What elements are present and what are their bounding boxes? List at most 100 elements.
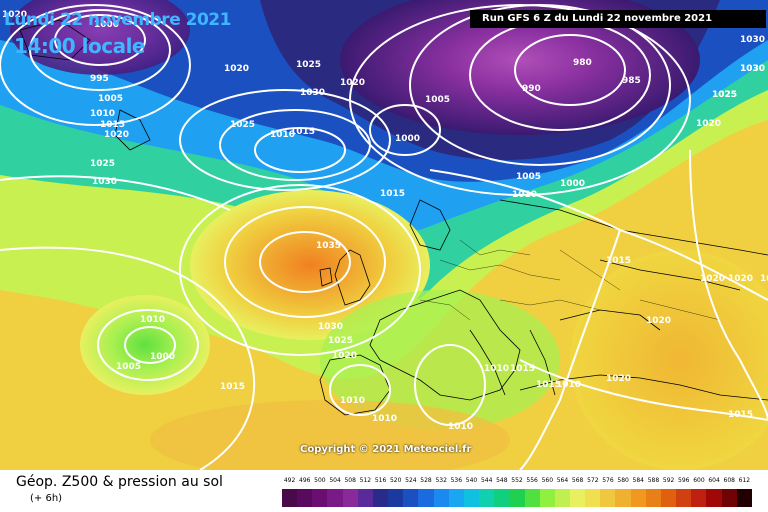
isobar-label: 1030: [740, 64, 765, 74]
scale-swatch: [706, 489, 722, 507]
isobar-labels: 1020100099510051010101510201025103010201…: [2, 10, 768, 432]
isobar-label: 1020: [104, 130, 129, 140]
scale-swatch: [372, 489, 389, 507]
isobar-label: 1025: [296, 60, 321, 70]
isobar-label: 1015: [536, 380, 561, 390]
run-info-label: Run GFS 6 Z du Lundi 22 novembre 2021: [470, 10, 766, 28]
scale-label: 556: [526, 477, 538, 484]
isobar-label: 1010: [90, 109, 115, 119]
isobar-label: 1015: [220, 382, 245, 392]
scale-label: 516: [374, 477, 387, 484]
scale-label: 588: [647, 477, 660, 484]
scale-label: 604: [708, 477, 720, 484]
scale-swatch: [357, 489, 373, 507]
scale-label: 568: [571, 477, 584, 484]
scale-label: 532: [435, 477, 447, 484]
scale-label: 508: [344, 477, 356, 484]
scale-label: 612: [738, 477, 751, 484]
isobar-label: 1010: [340, 396, 365, 406]
isobar-label: 1005: [516, 172, 541, 182]
scale-label: 596: [678, 477, 690, 484]
isobar-label: 1030: [300, 88, 325, 98]
scale-label: 520: [389, 477, 402, 484]
isobar-label: 1010: [372, 414, 397, 424]
scale-label: 540: [465, 477, 478, 484]
copyright-text: Copyright © 2021 Meteociel.fr: [300, 444, 472, 455]
scale-label: 576: [602, 477, 614, 484]
isobar-label: 1025: [230, 120, 255, 130]
isobar-label: 1015: [510, 364, 535, 374]
isobar-label: 1020: [224, 64, 249, 74]
isobar-label: 1030: [318, 322, 343, 332]
isobar-label: 1020: [2, 10, 27, 20]
isobar-label: 1025: [712, 90, 737, 100]
scale-label: 600: [693, 477, 705, 484]
scale-label: 512: [359, 477, 372, 484]
isobar-label: 1000: [395, 134, 420, 144]
scale-label: 552: [511, 477, 523, 484]
isobar-label: 1020: [606, 374, 631, 384]
scale-swatch: [448, 489, 464, 507]
scale-swatch: [479, 489, 495, 507]
scale-swatch: [676, 489, 692, 507]
scale-swatch: [554, 489, 570, 507]
scale-label: 608: [723, 477, 735, 484]
scale-swatch: [615, 489, 631, 507]
isobar-label: 1010: [484, 364, 509, 374]
scale-swatch: [297, 489, 313, 507]
isobar-label: 1020: [760, 274, 768, 284]
legend-title: Géop. Z500 & pression au sol: [16, 474, 223, 490]
scale-label: 584: [632, 477, 644, 484]
isobar-label: 1015: [728, 410, 753, 420]
geopotential-map: 1020100099510051010101510201025103010201…: [0, 0, 768, 470]
scale-label: 500: [314, 477, 326, 484]
isobar-label: 1030: [740, 64, 765, 74]
isobar-label: 980: [573, 58, 592, 68]
isobars: [0, 4, 768, 470]
map-date-title: Lundi 22 novembre 2021: [4, 10, 231, 30]
scale-swatch: [509, 489, 525, 507]
isobar-label: 1015: [380, 189, 405, 199]
coastlines: [19, 19, 768, 416]
scale-label: 504: [329, 477, 341, 484]
scale-swatch: [660, 489, 677, 507]
isobar-label: 1020: [728, 274, 753, 284]
legend-subtitle: (+ 6h): [30, 493, 63, 504]
isobar-label: 1015: [290, 127, 315, 137]
scale-swatch: [645, 489, 661, 507]
scale-swatch: [494, 489, 510, 507]
isobar-label: 1020: [646, 316, 671, 326]
isobar-label: 1010: [448, 422, 473, 432]
isobar-label: 1010: [556, 380, 581, 390]
green-europe: [320, 290, 560, 430]
scale-label: 544: [480, 477, 493, 484]
scale-swatch: [463, 489, 480, 507]
borders: [419, 239, 721, 321]
isobar-label: 1020: [700, 274, 725, 284]
isobar-label: 1025: [90, 159, 115, 169]
isobar-label: 1000: [150, 352, 175, 362]
isobar-label: 1020: [340, 78, 365, 88]
ridge-east: [570, 250, 768, 470]
low-north-sea: [340, 0, 700, 135]
isobar-label: 1020: [332, 351, 357, 361]
map-time-title: 14:00 locale: [14, 34, 146, 58]
scale-label: 592: [662, 477, 675, 484]
isobar-label: 1015: [100, 120, 125, 130]
isobar-label: 1005: [98, 94, 123, 104]
ridge-south: [150, 400, 510, 470]
scale-label: 524: [405, 477, 417, 484]
scale-swatch: [342, 489, 358, 507]
scale-swatch: [524, 489, 540, 507]
color-scale-bar: [282, 489, 752, 507]
scale-swatch: [736, 489, 752, 507]
scale-label: 564: [556, 477, 569, 484]
scale-label: 492: [283, 477, 296, 484]
color-scale-labels: 492 496 500 504 508 512 516 520 524 528 532 536 540 5…: [282, 477, 752, 487]
isobar-label: 1010: [140, 315, 165, 325]
scale-swatch: [539, 489, 555, 507]
scale-swatch: [585, 489, 601, 507]
isobar-label: 995: [90, 74, 109, 84]
isobar-label: 1005: [425, 95, 450, 105]
scale-label: 572: [587, 477, 599, 484]
